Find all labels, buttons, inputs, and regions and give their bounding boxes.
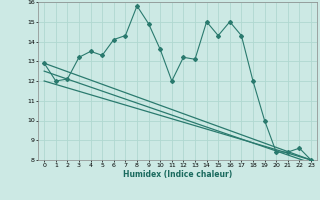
X-axis label: Humidex (Indice chaleur): Humidex (Indice chaleur) — [123, 170, 232, 179]
